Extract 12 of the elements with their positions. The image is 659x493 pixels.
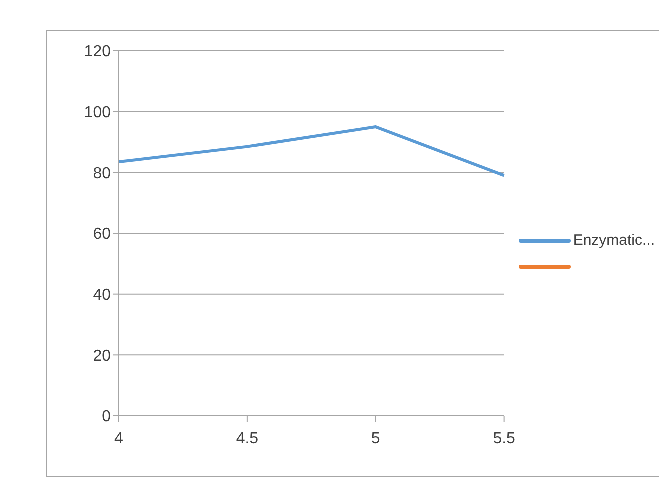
x-tick-label: 4 bbox=[114, 430, 124, 448]
y-tick-label: 0 bbox=[102, 408, 112, 426]
y-tick-label: 100 bbox=[84, 104, 112, 122]
x-tick-label: 5.5 bbox=[493, 430, 516, 448]
legend-label: Enzymatic... bbox=[573, 232, 655, 249]
y-tick-label: 20 bbox=[93, 348, 112, 365]
y-tick-label: 80 bbox=[93, 165, 112, 182]
y-tick-label: 120 bbox=[84, 44, 112, 61]
y-tick-label: 40 bbox=[93, 287, 112, 304]
x-tick-label: 4.5 bbox=[236, 430, 259, 448]
x-tick-label: 5 bbox=[371, 430, 380, 448]
y-tick-label: 60 bbox=[93, 226, 112, 244]
